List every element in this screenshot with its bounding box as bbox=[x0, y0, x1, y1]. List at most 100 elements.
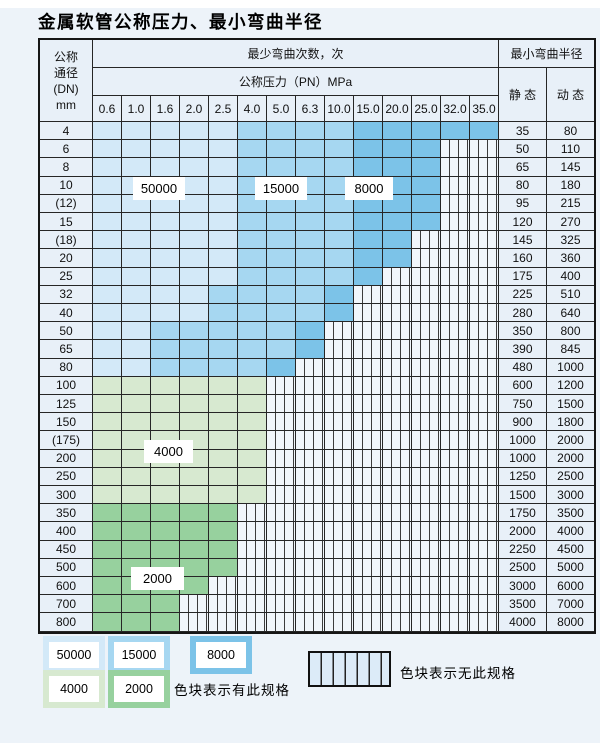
zone-label-50000: 50000 bbox=[133, 177, 185, 200]
dynamic-value-cell: 800 bbox=[547, 322, 594, 341]
cycle-cell-50000 bbox=[151, 267, 180, 286]
cycle-cell-50000 bbox=[93, 340, 122, 359]
cycle-cell-2000 bbox=[122, 504, 151, 523]
pressure-col-header: 35.0 bbox=[470, 96, 499, 122]
cycle-cell-15000 bbox=[209, 340, 238, 359]
cycle-cell-15000 bbox=[325, 213, 354, 232]
no-spec-hatch-cell bbox=[296, 486, 325, 505]
dn-cell: 100 bbox=[40, 376, 93, 396]
no-spec-hatch-cell bbox=[296, 467, 325, 487]
cycle-cell-8000 bbox=[412, 158, 441, 177]
no-spec-hatch-cell bbox=[441, 395, 470, 414]
cycle-cell-2000 bbox=[122, 540, 151, 559]
no-spec-hatch-cell bbox=[267, 449, 296, 468]
no-spec-hatch-cell bbox=[383, 540, 412, 559]
cycle-cell-50000 bbox=[151, 140, 180, 159]
cycle-cell-50000 bbox=[151, 158, 180, 177]
no-spec-hatch-cell bbox=[354, 285, 383, 305]
static-value-cell: 225 bbox=[499, 285, 547, 305]
no-spec-hatch-cell bbox=[325, 322, 354, 341]
dn-cell: 700 bbox=[40, 595, 93, 614]
cycle-cell-4000 bbox=[93, 467, 122, 487]
no-spec-hatch-cell bbox=[412, 504, 441, 523]
cycle-cell-4000 bbox=[209, 467, 238, 487]
dn-cell: 20 bbox=[40, 249, 93, 268]
cycle-cell-4000 bbox=[209, 431, 238, 450]
cycle-cell-2000 bbox=[180, 540, 209, 559]
cycle-cell-15000 bbox=[209, 322, 238, 341]
dn-cell: (175) bbox=[40, 431, 93, 450]
cycle-cell-2000 bbox=[93, 558, 122, 578]
no-spec-hatch-cell bbox=[267, 595, 296, 614]
cycle-cell-15000 bbox=[267, 213, 296, 232]
cycle-cell-2000 bbox=[180, 577, 209, 596]
cycle-cell-50000 bbox=[122, 122, 151, 141]
dynamic-value-cell: 3500 bbox=[547, 504, 594, 523]
cycle-cell-8000 bbox=[412, 122, 441, 141]
cycle-cell-15000 bbox=[238, 140, 267, 159]
cycle-cell-2000 bbox=[93, 577, 122, 596]
no-spec-hatch-cell bbox=[383, 449, 412, 468]
dn-cell: 350 bbox=[40, 504, 93, 523]
cycle-cell-50000 bbox=[122, 304, 151, 323]
dynamic-value-cell: 2000 bbox=[547, 431, 594, 450]
no-spec-hatch-cell bbox=[267, 467, 296, 487]
cycle-cell-50000 bbox=[93, 194, 122, 214]
cycle-cell-50000 bbox=[151, 304, 180, 323]
cycle-cell-2000 bbox=[151, 504, 180, 523]
no-spec-hatch-cell bbox=[354, 540, 383, 559]
cycle-cell-2000 bbox=[209, 522, 238, 541]
cycle-cell-50000 bbox=[151, 249, 180, 268]
no-spec-hatch-cell bbox=[441, 267, 470, 286]
dn-header-cell: 公称 通径 (DN) mm bbox=[40, 40, 93, 122]
cycle-cell-50000 bbox=[93, 140, 122, 159]
no-spec-hatch-cell bbox=[441, 431, 470, 450]
bend-times-header: 最少弯曲次数，次 bbox=[93, 40, 499, 68]
cycle-cell-8000 bbox=[325, 304, 354, 323]
pressure-col-header: 1.0 bbox=[122, 96, 151, 122]
cycle-cell-15000 bbox=[209, 285, 238, 305]
cycle-cell-8000 bbox=[354, 267, 383, 286]
dn-cell: 450 bbox=[40, 540, 93, 559]
static-value-cell: 1000 bbox=[499, 431, 547, 450]
cycle-cell-15000 bbox=[238, 231, 267, 250]
cycle-cell-15000 bbox=[238, 322, 267, 341]
cycle-cell-15000 bbox=[151, 358, 180, 377]
dynamic-value-cell: 1000 bbox=[547, 358, 594, 377]
cycle-cell-15000 bbox=[267, 285, 296, 305]
cycle-cell-2000 bbox=[93, 504, 122, 523]
cycle-cell-4000 bbox=[93, 431, 122, 450]
dynamic-value-cell: 400 bbox=[547, 267, 594, 286]
no-spec-hatch-cell bbox=[325, 395, 354, 414]
cycle-cell-50000 bbox=[151, 285, 180, 305]
cycle-cell-15000 bbox=[325, 122, 354, 141]
no-spec-hatch-cell bbox=[383, 431, 412, 450]
no-spec-hatch-cell bbox=[383, 322, 412, 341]
dn-cell: 32 bbox=[40, 285, 93, 305]
cycle-cell-4000 bbox=[151, 467, 180, 487]
dynamic-value-cell: 510 bbox=[547, 285, 594, 305]
no-spec-hatch-cell bbox=[354, 522, 383, 541]
cycle-cell-2000 bbox=[93, 540, 122, 559]
no-spec-hatch-cell bbox=[412, 577, 441, 596]
cycle-cell-50000 bbox=[122, 285, 151, 305]
no-spec-hatch-cell bbox=[296, 504, 325, 523]
cycle-cell-50000 bbox=[151, 122, 180, 141]
no-spec-hatch-cell bbox=[325, 340, 354, 359]
no-spec-hatch-cell bbox=[267, 558, 296, 578]
cycle-cell-8000 bbox=[383, 122, 412, 141]
no-spec-hatch-cell bbox=[325, 467, 354, 487]
cycle-cell-8000 bbox=[383, 213, 412, 232]
static-value-cell: 2000 bbox=[499, 522, 547, 541]
no-spec-hatch-cell bbox=[354, 322, 383, 341]
cycle-cell-50000 bbox=[93, 231, 122, 250]
no-spec-hatch-cell bbox=[470, 322, 499, 341]
pressure-col-header: 25.0 bbox=[412, 96, 441, 122]
no-spec-hatch-cell bbox=[267, 522, 296, 541]
dn-cell: 25 bbox=[40, 267, 93, 286]
dynamic-value-cell: 1800 bbox=[547, 413, 594, 432]
legend-no-spec-text: 色块表示无此规格 bbox=[400, 666, 516, 681]
cycle-cell-50000 bbox=[209, 194, 238, 214]
no-spec-hatch-cell bbox=[325, 358, 354, 377]
no-spec-hatch-cell bbox=[354, 577, 383, 596]
